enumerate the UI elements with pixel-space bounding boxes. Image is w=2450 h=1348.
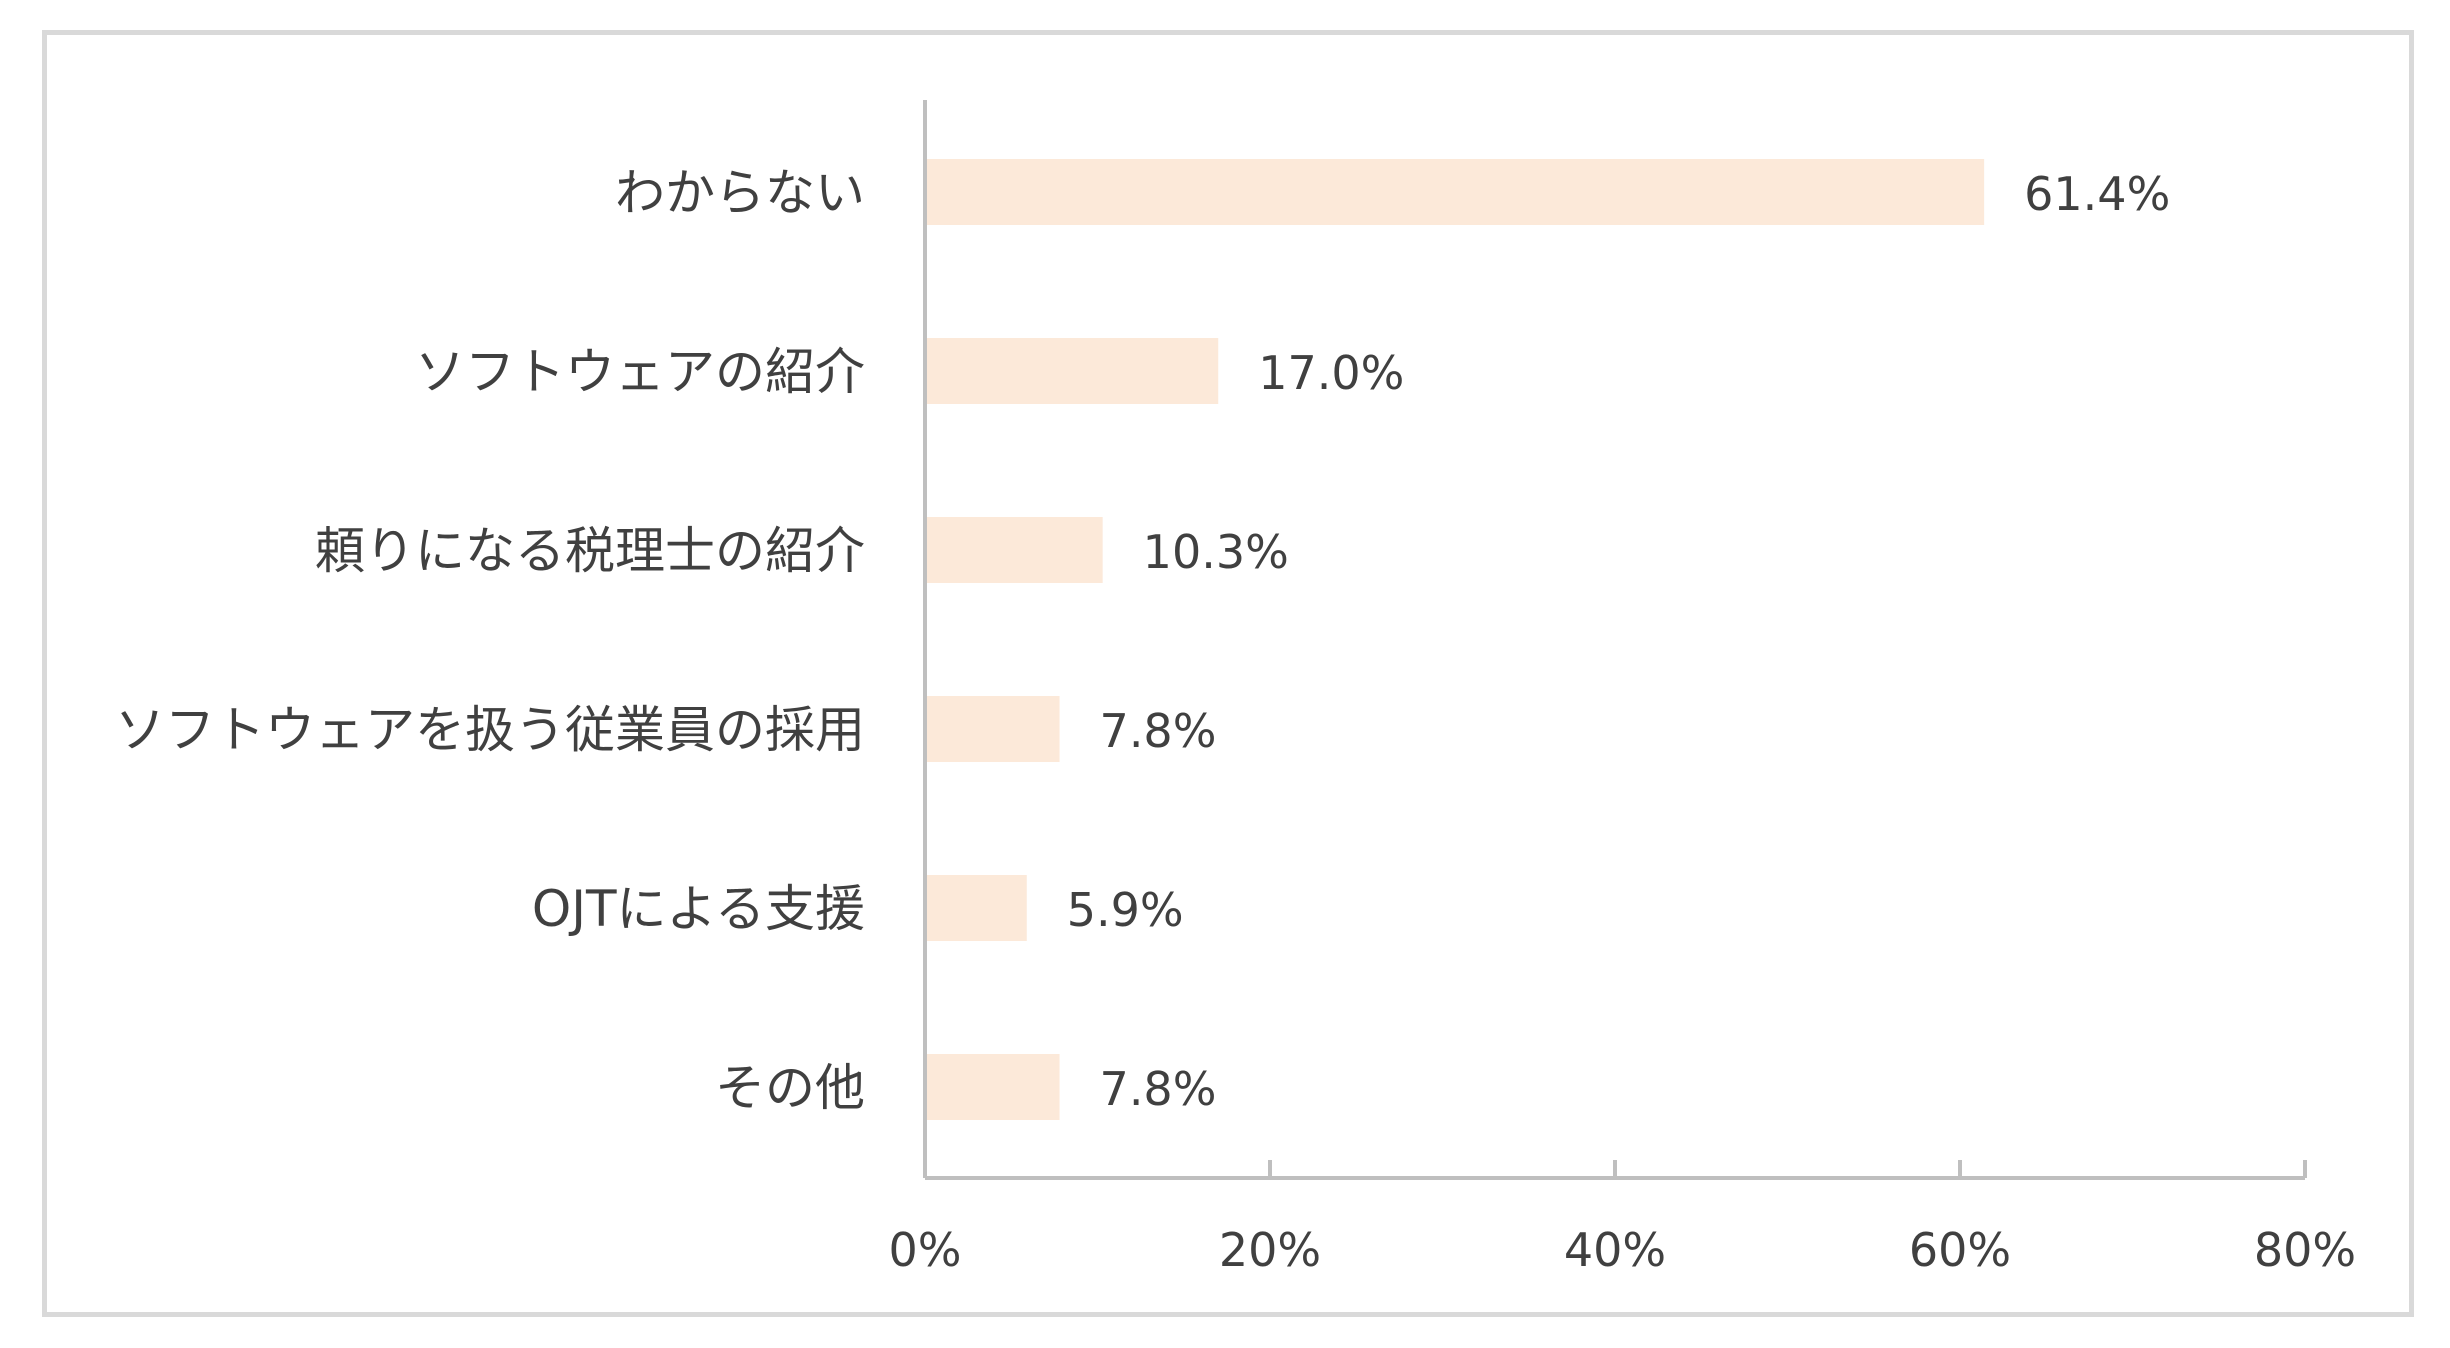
category-label-5: その他 <box>715 1059 865 1117</box>
category-label-4: OJTによる支援 <box>532 880 865 938</box>
category-label-1: ソフトウェアの紹介 <box>415 343 865 401</box>
category-label-2: 頼りになる税理士の紹介 <box>315 522 865 580</box>
axes-group <box>923 100 2307 1180</box>
category-label-3: ソフトウェアを扱う従業員の採用 <box>115 701 865 759</box>
bar-3 <box>925 696 1060 762</box>
bars-group <box>925 159 1985 1120</box>
value-label-3: 7.8% <box>1100 704 1217 758</box>
bar-1 <box>925 338 1219 404</box>
bar-4 <box>925 875 1027 941</box>
labels-group: わからない 61.4% ソフトウェアの紹介 17.0% 頼りになる税理士の紹介 10.3%… <box>115 164 2356 1277</box>
value-label-5: 7.8% <box>1100 1062 1217 1116</box>
value-label-2: 10.3% <box>1143 525 1289 579</box>
chart-frame <box>42 30 2414 1317</box>
value-label-1: 17.0% <box>1258 346 1404 400</box>
x-tick-label-1: 20% <box>1219 1223 1321 1277</box>
value-label-4: 5.9% <box>1067 883 1184 937</box>
bar-2 <box>925 517 1103 583</box>
bar-0 <box>925 159 1985 225</box>
x-tick-label-4: 80% <box>2254 1223 2356 1277</box>
x-tick-label-2: 40% <box>1564 1223 1666 1277</box>
bar-5 <box>925 1054 1060 1120</box>
x-tick-label-0: 0% <box>889 1223 962 1277</box>
value-label-0: 61.4% <box>2024 167 2170 221</box>
x-tick-label-3: 60% <box>1909 1223 2011 1277</box>
category-label-0: わからない <box>615 164 865 222</box>
